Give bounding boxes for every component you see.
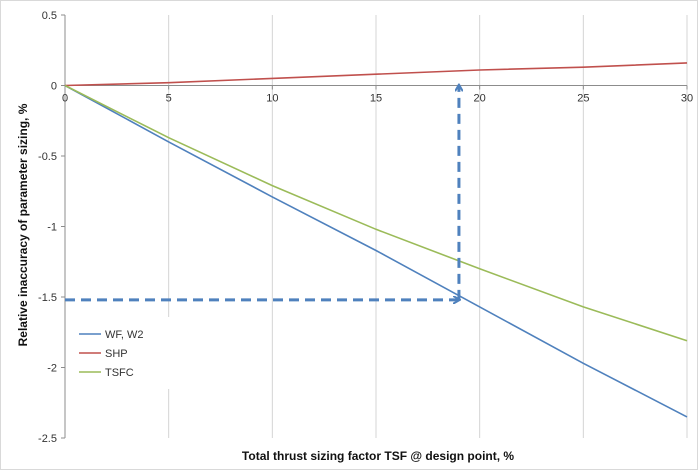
x-tick-label: 25	[577, 93, 589, 105]
y-tick-label: -2	[47, 363, 57, 375]
x-axis-label: Total thrust sizing factor TSF @ design …	[242, 449, 514, 463]
series-lines	[64, 62, 688, 418]
y-tick-label: 0.5	[42, 10, 57, 22]
x-tick-label: 20	[474, 93, 486, 105]
y-tick-label: 0	[51, 81, 57, 93]
y-tick-label: -1	[47, 222, 57, 234]
legend-label: SHP	[105, 348, 128, 360]
tick-labels: 0.5 0 -0.5 -1 -1.5 -2 -2.5 0 5 10 15 20 25 30	[38, 10, 693, 445]
x-tick-label: 10	[266, 93, 278, 105]
grid-lines	[168, 15, 688, 438]
x-tick-label: 5	[166, 93, 172, 105]
annotations	[65, 86, 459, 300]
series-line-2	[64, 62, 688, 87]
legend: WF, W2 SHP TSFC	[71, 317, 171, 389]
y-axis-label: Relative inaccuracy of parameter sizing,…	[16, 103, 30, 346]
y-tick-label: -1.5	[38, 292, 57, 304]
legend-label: TSFC	[105, 367, 134, 379]
x-tick-label: 15	[370, 93, 382, 105]
x-tick-label: 0	[62, 93, 68, 105]
y-tick-label: -2.5	[38, 433, 57, 445]
series-line-1	[64, 84, 688, 418]
series-line-3	[64, 84, 688, 342]
legend-label: WF, W2	[105, 329, 144, 341]
y-tick-label: -0.5	[38, 151, 57, 163]
x-tick-label: 30	[681, 93, 693, 105]
